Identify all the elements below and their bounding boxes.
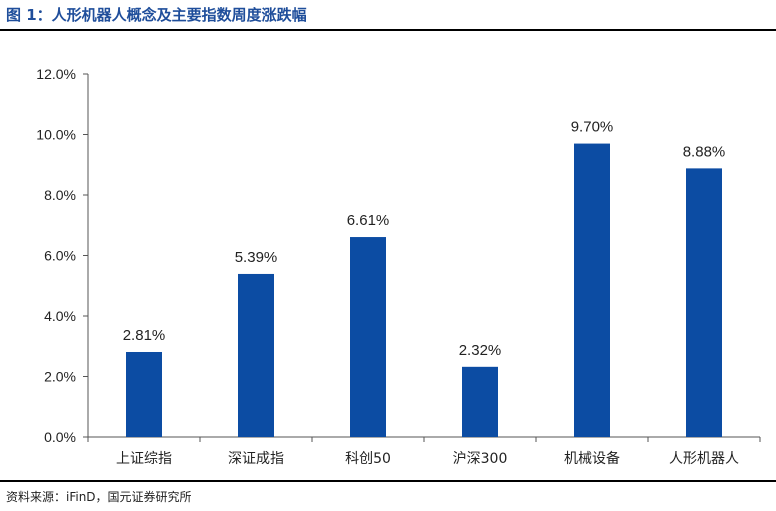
bar — [238, 273, 274, 437]
bar-chart: 0.0% 2.0% 4.0% 6.0% 8.0% 10.0% 12.0% 2.81% 上证综指 5… — [36, 66, 761, 467]
bottom-rule — [0, 480, 776, 482]
category-label: 科创50 — [345, 451, 391, 467]
category-label: 沪深300 — [453, 451, 508, 467]
bar — [462, 366, 498, 437]
y-tick-label: 6.0% — [44, 248, 76, 264]
bar — [686, 168, 722, 437]
y-tick-label: 2.0% — [44, 369, 76, 385]
category-label: 机械设备 — [564, 450, 620, 467]
bar — [350, 237, 386, 437]
data-label: 2.32% — [459, 342, 502, 359]
data-label: 6.61% — [347, 212, 390, 229]
bar — [126, 351, 162, 437]
y-tick-label: 8.0% — [44, 187, 76, 203]
y-tick-label: 12.0% — [36, 66, 76, 82]
bar — [574, 143, 610, 437]
data-label: 9.70% — [571, 119, 614, 136]
y-tick-label: 10.0% — [36, 127, 76, 143]
category-label: 深证成指 — [228, 451, 284, 467]
data-label: 5.39% — [235, 249, 278, 266]
figure-title: 图 1：人形机器人概念及主要指数周度涨跌幅 — [6, 6, 307, 24]
category-label: 人形机器人 — [669, 451, 739, 467]
source-note: 资料来源：iFinD，国元证券研究所 — [6, 490, 192, 504]
top-rule — [0, 29, 776, 31]
data-label: 2.81% — [123, 327, 166, 344]
y-tick-label: 4.0% — [44, 308, 76, 324]
y-tick-label: 0.0% — [44, 429, 76, 445]
category-label: 上证综指 — [116, 451, 172, 467]
data-label: 8.88% — [683, 143, 726, 160]
